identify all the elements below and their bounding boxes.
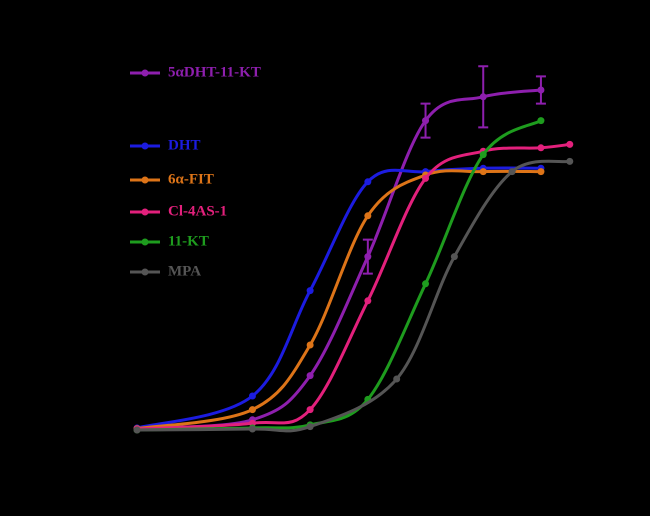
legend-marker — [141, 238, 149, 246]
data-point — [537, 86, 545, 94]
data-point — [306, 341, 314, 349]
data-point — [306, 372, 314, 380]
data-point — [479, 151, 487, 159]
data-point — [566, 157, 574, 165]
data-point — [422, 280, 430, 288]
data-point — [422, 117, 430, 125]
data-point — [364, 297, 372, 305]
legend-marker — [141, 142, 149, 150]
legend-label: 5αDHT-11-KT — [168, 64, 261, 80]
data-point — [479, 168, 487, 176]
data-point — [248, 406, 256, 414]
data-point — [364, 253, 372, 261]
legend-label: DHT — [168, 137, 201, 153]
data-point — [450, 253, 458, 261]
data-point — [508, 168, 516, 176]
data-point — [364, 178, 372, 186]
data-point — [422, 174, 430, 182]
data-point — [306, 287, 314, 295]
data-point — [393, 375, 401, 383]
legend-label: MPA — [168, 263, 201, 279]
legend-label: 11-KT — [168, 233, 209, 249]
legend-marker — [141, 176, 149, 184]
data-point — [479, 93, 487, 101]
legend-marker — [141, 69, 149, 77]
data-point — [537, 168, 545, 176]
data-point — [248, 425, 256, 433]
legend-label: 6α-FIT — [168, 171, 214, 187]
data-point — [306, 406, 314, 414]
data-point — [248, 392, 256, 400]
data-point — [364, 212, 372, 220]
legend-marker — [141, 268, 149, 276]
data-point — [537, 144, 545, 152]
data-point — [306, 423, 314, 431]
data-point — [566, 140, 574, 148]
data-point — [537, 117, 545, 125]
legend-label: Cl-4AS-1 — [168, 203, 227, 219]
legend-marker — [141, 208, 149, 216]
data-point — [133, 426, 141, 434]
